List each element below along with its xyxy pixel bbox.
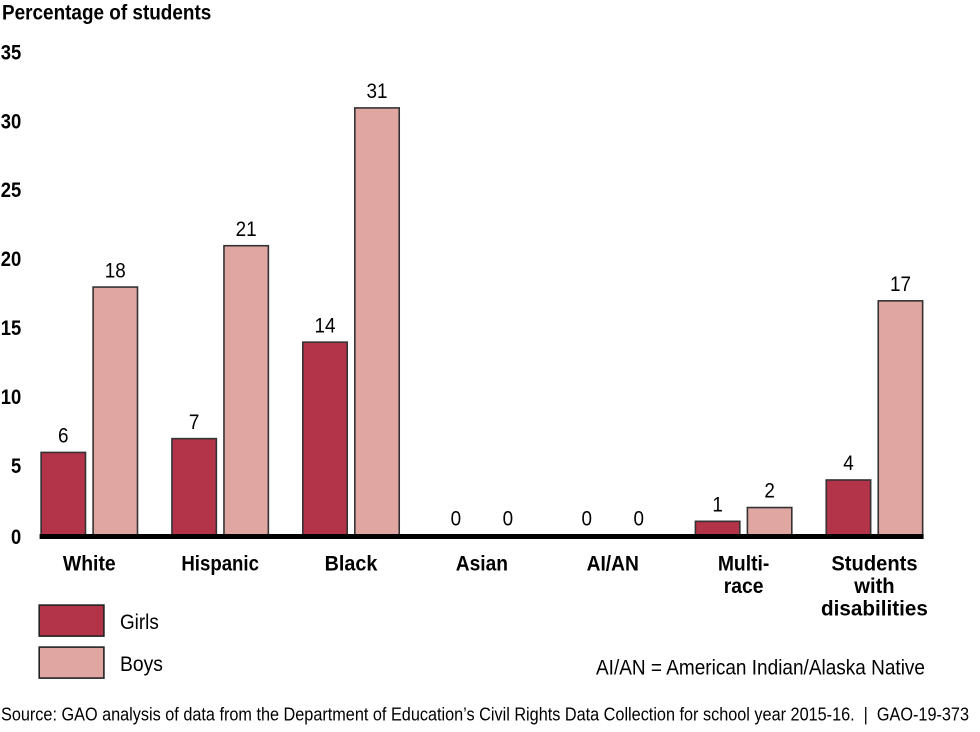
svg-text:Boys: Boys — [120, 653, 163, 676]
svg-text:20: 20 — [1, 248, 22, 271]
svg-text:25: 25 — [1, 179, 22, 202]
svg-text:4: 4 — [843, 452, 854, 475]
svg-text:6: 6 — [58, 425, 69, 448]
svg-text:race: race — [724, 575, 764, 598]
svg-text:21: 21 — [236, 218, 257, 241]
svg-text:1: 1 — [712, 494, 723, 517]
svg-text:5: 5 — [11, 455, 21, 478]
svg-text:Students: Students — [831, 553, 917, 576]
svg-text:31: 31 — [367, 80, 388, 103]
svg-text:White: White — [63, 553, 116, 576]
svg-text:disabilities: disabilities — [821, 598, 928, 621]
svg-text:Hispanic: Hispanic — [181, 553, 259, 576]
svg-text:10: 10 — [1, 386, 22, 409]
svg-text:Asian: Asian — [456, 553, 508, 576]
svg-text:35: 35 — [1, 41, 22, 64]
svg-text:0: 0 — [451, 507, 462, 530]
svg-text:7: 7 — [189, 411, 200, 434]
svg-text:with: with — [853, 575, 894, 598]
svg-text:AI/AN: AI/AN — [587, 553, 639, 576]
svg-text:30: 30 — [1, 110, 22, 133]
svg-text:AI/AN = American Indian/Alaska: AI/AN = American Indian/Alaska Native — [596, 657, 925, 680]
svg-text:15: 15 — [1, 317, 22, 340]
svg-text:0: 0 — [633, 507, 644, 530]
svg-text:0: 0 — [581, 507, 592, 530]
svg-text:2: 2 — [764, 480, 775, 503]
svg-text:Girls: Girls — [120, 611, 159, 634]
svg-text:17: 17 — [890, 273, 911, 296]
svg-text:Source: GAO analysis of data f: Source: GAO analysis of data from the De… — [1, 704, 969, 724]
svg-text:0: 0 — [503, 507, 514, 530]
svg-text:Black: Black — [325, 553, 378, 576]
svg-text:18: 18 — [105, 259, 126, 282]
svg-text:14: 14 — [315, 314, 336, 337]
svg-text:Multi-: Multi- — [718, 553, 770, 576]
svg-text:Percentage of students: Percentage of students — [2, 2, 211, 25]
svg-text:0: 0 — [11, 526, 21, 549]
